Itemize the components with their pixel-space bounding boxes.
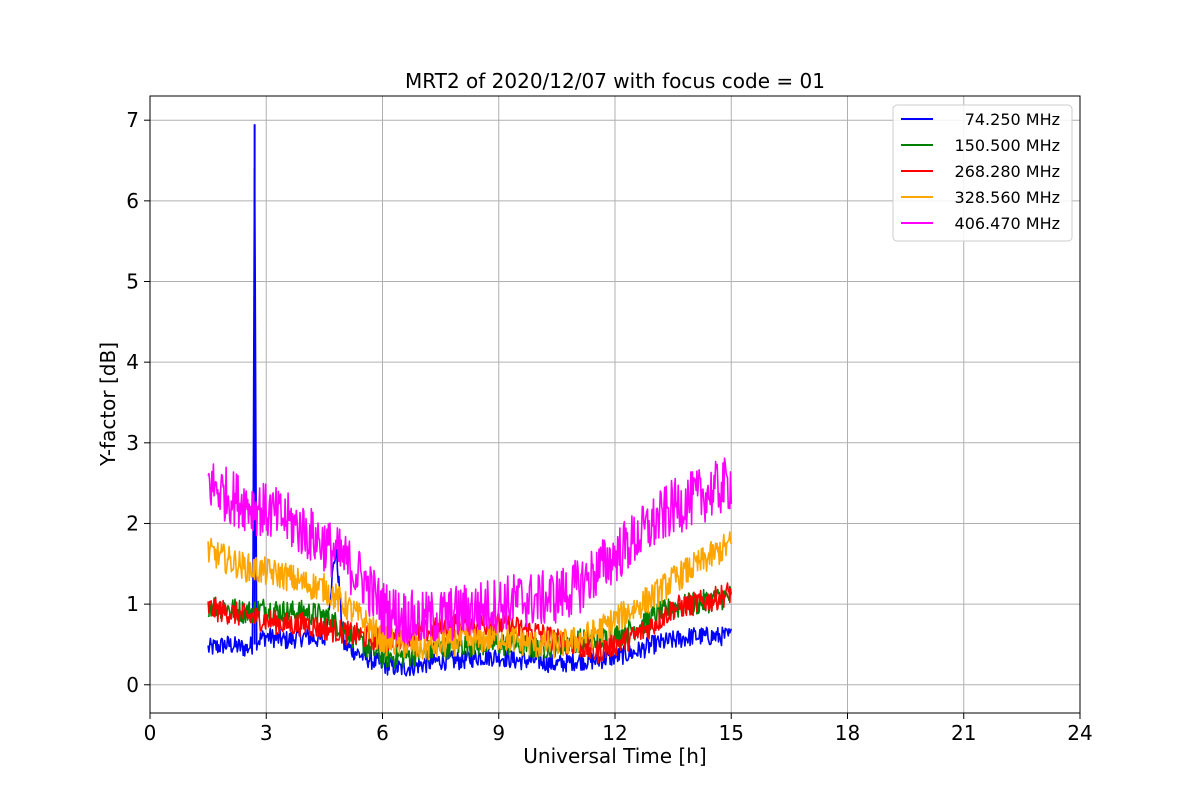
legend-box (892, 104, 1073, 242)
series-layer (207, 124, 733, 677)
y-tick-label: 3 (126, 431, 139, 455)
x-tick-label: 21 (951, 721, 976, 745)
legend-label: 268.280 MHz (955, 162, 1060, 181)
y-tick-label: 2 (126, 511, 139, 535)
legend-label: 406.470 MHz (955, 214, 1060, 233)
x-tick-label: 24 (1067, 721, 1092, 745)
x-tick-label: 6 (376, 721, 389, 745)
x-tick-label: 0 (144, 721, 157, 745)
y-tick-label: 5 (126, 270, 139, 294)
y-tick-label: 7 (126, 108, 139, 132)
legend: 74.250 MHz 150.500 MHz 268.280 MHz 328.560 … (892, 104, 1073, 242)
y-tick-label: 4 (126, 350, 139, 374)
x-tick-label: 15 (719, 721, 744, 745)
x-tick-label: 9 (492, 721, 505, 745)
x-axis-label: Universal Time [h] (523, 744, 706, 768)
y-axis-label: Y-factor [dB] (96, 342, 120, 467)
series-line (207, 457, 733, 646)
x-tick-label: 18 (835, 721, 860, 745)
chart-title: MRT2 of 2020/12/07 with focus code = 01 (405, 69, 825, 93)
y-tick-label: 0 (126, 673, 139, 697)
series-4 (207, 457, 733, 646)
y-tick-label: 1 (126, 592, 139, 616)
series-line (207, 168, 733, 677)
x-tick-label: 3 (260, 721, 273, 745)
legend-label: 150.500 MHz (955, 136, 1060, 155)
legend-label: 328.560 MHz (955, 188, 1060, 207)
series-0 (207, 124, 733, 677)
y-tick-label: 6 (126, 189, 139, 213)
legend-label: 74.250 MHz (965, 110, 1060, 129)
x-tick-label: 12 (602, 721, 627, 745)
